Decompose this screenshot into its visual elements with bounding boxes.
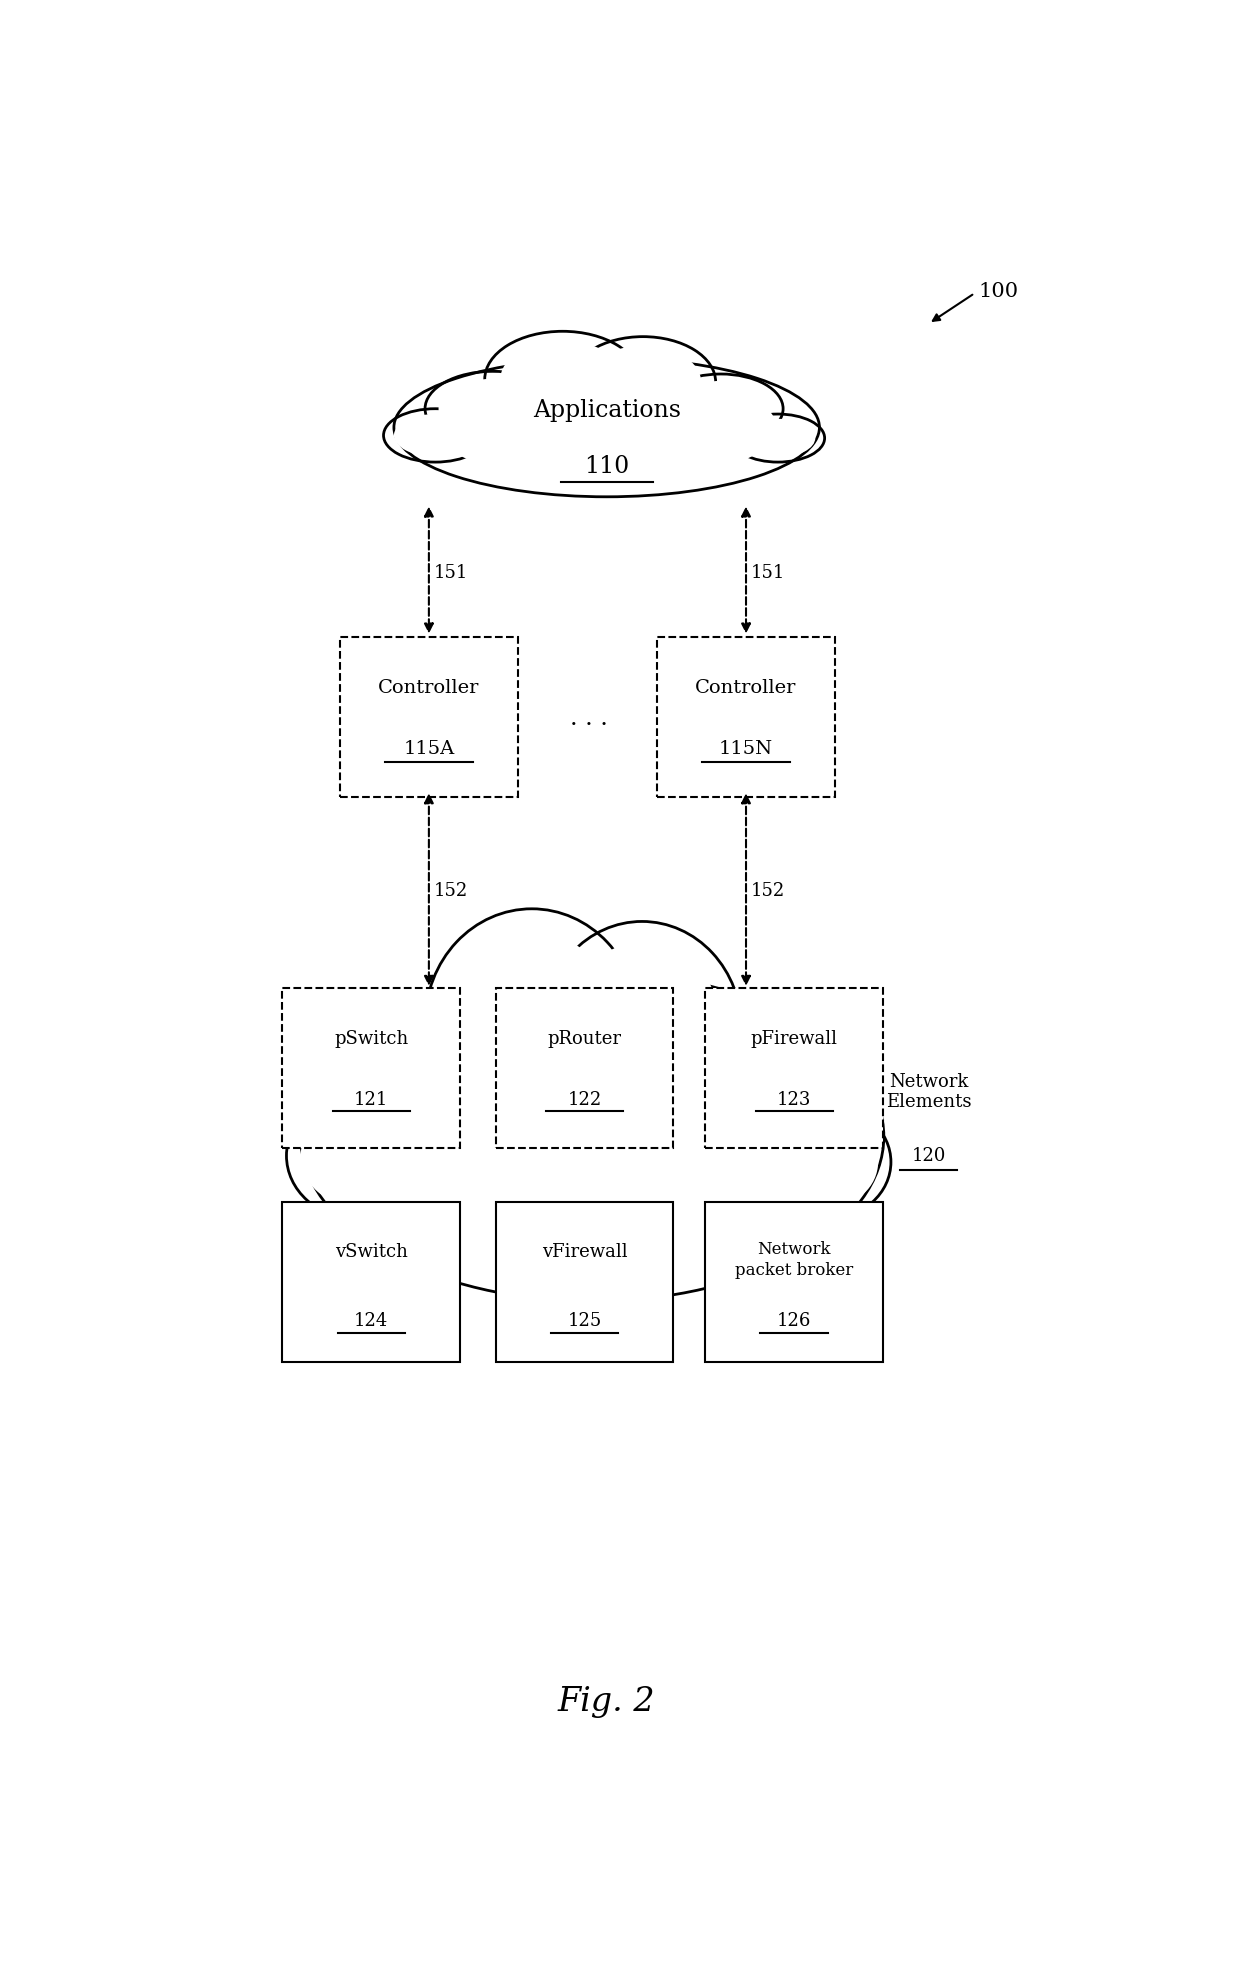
Text: vSwitch: vSwitch <box>335 1243 408 1261</box>
Text: 110: 110 <box>584 455 629 477</box>
Text: 100: 100 <box>978 281 1019 301</box>
Text: 151: 151 <box>751 564 785 582</box>
Text: 122: 122 <box>568 1091 601 1109</box>
Ellipse shape <box>425 372 560 447</box>
Text: Network
Elements: Network Elements <box>885 1071 971 1111</box>
Ellipse shape <box>658 374 784 444</box>
Text: 152: 152 <box>751 881 785 899</box>
FancyBboxPatch shape <box>283 988 460 1148</box>
FancyBboxPatch shape <box>496 988 673 1148</box>
Text: pFirewall: pFirewall <box>750 1030 837 1047</box>
Ellipse shape <box>776 1117 878 1208</box>
Text: Network
packet broker: Network packet broker <box>735 1239 853 1277</box>
Ellipse shape <box>671 382 770 438</box>
Ellipse shape <box>500 343 625 418</box>
Ellipse shape <box>585 346 701 420</box>
Text: Controller: Controller <box>696 679 797 697</box>
Ellipse shape <box>360 1006 826 1269</box>
Ellipse shape <box>394 358 820 497</box>
Ellipse shape <box>763 1105 890 1220</box>
Ellipse shape <box>300 1105 414 1206</box>
FancyBboxPatch shape <box>283 1202 460 1362</box>
Ellipse shape <box>542 923 742 1137</box>
Ellipse shape <box>732 416 825 463</box>
Ellipse shape <box>343 1004 528 1182</box>
Ellipse shape <box>681 1028 817 1158</box>
FancyBboxPatch shape <box>706 1202 883 1362</box>
Ellipse shape <box>740 420 815 457</box>
Text: . . .: . . . <box>570 707 609 729</box>
Text: Applications: Applications <box>533 398 681 422</box>
FancyBboxPatch shape <box>657 638 835 798</box>
Ellipse shape <box>436 372 777 483</box>
Text: vFirewall: vFirewall <box>542 1243 627 1261</box>
FancyBboxPatch shape <box>340 638 518 798</box>
Text: 115N: 115N <box>719 739 773 756</box>
Text: 151: 151 <box>434 564 469 582</box>
Text: Fig. 2: Fig. 2 <box>558 1685 656 1717</box>
Text: 121: 121 <box>355 1091 388 1109</box>
Text: 126: 126 <box>777 1311 811 1329</box>
Ellipse shape <box>446 933 618 1115</box>
Text: Controller: Controller <box>378 679 480 697</box>
Ellipse shape <box>563 944 722 1115</box>
Ellipse shape <box>485 333 640 428</box>
Ellipse shape <box>570 337 715 428</box>
Text: 120: 120 <box>911 1146 946 1164</box>
Ellipse shape <box>663 1010 835 1174</box>
Ellipse shape <box>439 380 547 440</box>
Ellipse shape <box>425 909 639 1137</box>
Ellipse shape <box>394 416 477 457</box>
Ellipse shape <box>383 410 487 463</box>
Text: 115A: 115A <box>403 739 455 756</box>
Text: pSwitch: pSwitch <box>334 1030 408 1047</box>
Text: 125: 125 <box>568 1311 601 1329</box>
Ellipse shape <box>362 1022 510 1164</box>
Ellipse shape <box>286 1093 429 1220</box>
Text: pRouter: pRouter <box>548 1030 621 1047</box>
Ellipse shape <box>300 972 884 1301</box>
Text: 124: 124 <box>355 1311 388 1329</box>
Text: 152: 152 <box>434 881 469 899</box>
FancyBboxPatch shape <box>496 1202 673 1362</box>
Text: 123: 123 <box>777 1091 811 1109</box>
FancyBboxPatch shape <box>706 988 883 1148</box>
